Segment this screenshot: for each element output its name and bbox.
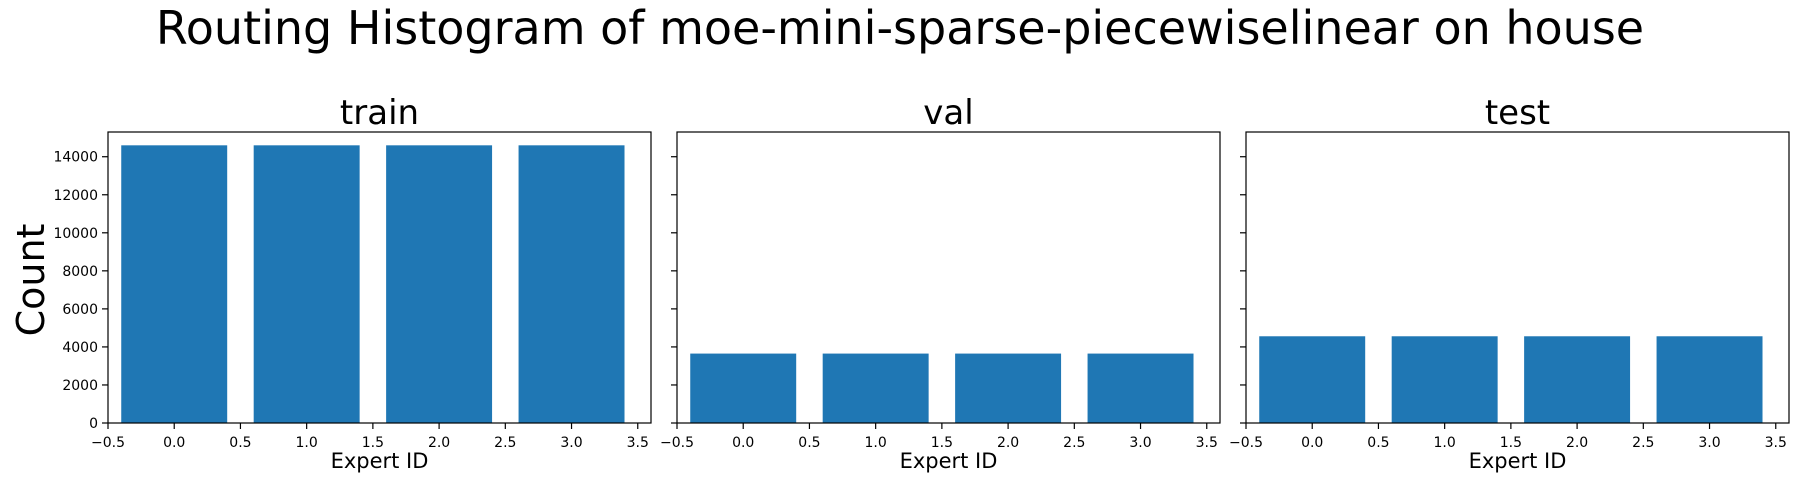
- x-tick-label: 3.0: [1129, 435, 1151, 451]
- subplot-test: −0.5 0.0 0.5 1.0 1.5 2.0 2.5 3.0 3.5 test Expert I…: [1229, 93, 1790, 473]
- x-tick-label: 2.5: [494, 435, 516, 451]
- y-axis-label: Count: [9, 224, 53, 337]
- x-tick-label: 3.5: [627, 435, 649, 451]
- axes-frame: [107, 131, 652, 424]
- x-tick-label: 1.0: [865, 435, 887, 451]
- x-tick-label: 2.5: [1063, 435, 1085, 451]
- x-tick-label: 3.5: [1196, 435, 1218, 451]
- x-tick-label: 0.0: [732, 435, 754, 451]
- x-tick-label: 0.0: [1301, 435, 1323, 451]
- bar-expert-1: [822, 353, 929, 423]
- x-axis-label: Expert ID: [900, 449, 998, 473]
- x-tick-label: 0.5: [798, 435, 820, 451]
- y-tick-label: 12000: [53, 188, 98, 204]
- bar-expert-3: [1087, 353, 1194, 423]
- y-tick-label: 8000: [62, 264, 98, 280]
- x-tick-label: 2.0: [1566, 435, 1588, 451]
- bar-expert-1: [253, 145, 360, 423]
- x-tick-label: 1.5: [362, 435, 384, 451]
- bar-expert-2: [386, 145, 493, 423]
- y-tick-label: 6000: [62, 302, 98, 318]
- x-tick-label: 1.0: [1434, 435, 1456, 451]
- x-tick-label: 2.0: [428, 435, 450, 451]
- y-tick-label: 4000: [62, 340, 98, 356]
- x-axis-label: Expert ID: [1469, 449, 1567, 473]
- bar-expert-1: [1391, 336, 1498, 423]
- bar-expert-2: [955, 353, 1062, 423]
- subplot-title: train: [340, 93, 419, 133]
- x-tick-label: 0.5: [1367, 435, 1389, 451]
- subplot-title: val: [923, 93, 973, 133]
- x-tick-label: 0.0: [163, 435, 185, 451]
- x-tick-label: −0.5: [1229, 435, 1263, 451]
- axes-frame: [676, 131, 1221, 424]
- bar-expert-3: [1656, 336, 1763, 423]
- subplot-val: −0.5 0.0 0.5 1.0 1.5 2.0 2.5 3.0 3.5 val Expert ID: [660, 93, 1221, 473]
- subplot-panels: −0.5 0.0 0.5 1.0 1.5 2.0 2.5 3.0 3.5 0 2000 4000 600…: [53, 93, 1790, 473]
- x-tick-label: −0.5: [91, 435, 125, 451]
- x-tick-label: −0.5: [660, 435, 694, 451]
- y-tick-label: 0: [89, 416, 98, 432]
- x-tick-label: 1.5: [931, 435, 953, 451]
- x-tick-label: 3.5: [1765, 435, 1787, 451]
- bar-expert-0: [1259, 336, 1366, 423]
- y-tick-label: 2000: [62, 378, 98, 394]
- bar-expert-2: [1524, 336, 1631, 423]
- x-tick-label: 3.0: [1698, 435, 1720, 451]
- x-tick-label: 1.0: [296, 435, 318, 451]
- bar-expert-3: [518, 145, 625, 423]
- x-tick-label: 2.5: [1632, 435, 1654, 451]
- x-tick-label: 2.0: [997, 435, 1019, 451]
- x-tick-label: 3.0: [560, 435, 582, 451]
- y-tick-label: 10000: [53, 226, 98, 242]
- y-tick-label: 14000: [53, 150, 98, 166]
- subplot-title: test: [1485, 93, 1550, 133]
- x-axis-label: Expert ID: [331, 449, 429, 473]
- subplot-train: −0.5 0.0 0.5 1.0 1.5 2.0 2.5 3.0 3.5 0 2000 4000 600…: [53, 93, 652, 473]
- figure-title: Routing Histogram of moe-mini-sparse-pie…: [156, 1, 1644, 55]
- bar-expert-0: [690, 353, 797, 423]
- x-tick-label: 1.5: [1500, 435, 1522, 451]
- axes-frame: [1245, 131, 1790, 424]
- bar-expert-0: [121, 145, 228, 423]
- x-tick-label: 0.5: [229, 435, 251, 451]
